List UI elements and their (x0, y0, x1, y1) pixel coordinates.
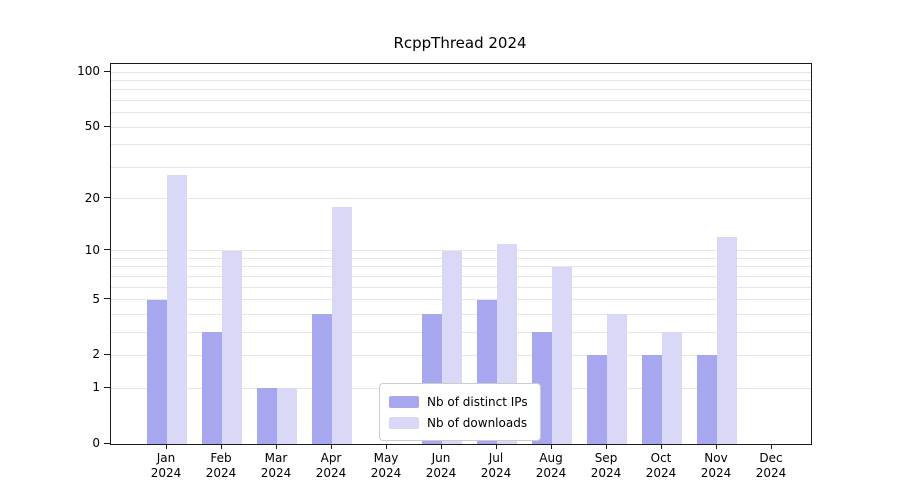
x-tick-label: May 2024 (356, 451, 416, 481)
y-tick-label: 50 (84, 119, 100, 134)
x-tick-month: May (373, 451, 399, 465)
x-tick-year: 2024 (205, 466, 237, 480)
y-tick-label: 10 (84, 242, 100, 257)
x-tick-year: 2024 (315, 466, 347, 480)
plot-area: Nb of distinct IPs Nb of downloads (110, 63, 812, 445)
y-tick-mark (104, 442, 110, 444)
x-tick-year: 2024 (370, 466, 402, 480)
bar-distinct-ips (202, 332, 222, 444)
y-tick-label: 100 (77, 64, 100, 78)
x-tick-month: Oct (650, 451, 672, 465)
x-tick-year: 2024 (700, 466, 732, 480)
gridline (111, 89, 811, 91)
y-tick-mark (104, 298, 110, 300)
x-tick-mark (771, 444, 772, 449)
bar-downloads (222, 250, 242, 444)
x-tick-mark (221, 444, 222, 449)
x-tick-month: Nov (704, 451, 728, 465)
bar-downloads (332, 206, 352, 444)
gridline (111, 71, 811, 73)
bar-downloads (277, 388, 297, 444)
y-tick-mark (104, 197, 110, 199)
x-tick-mark (441, 444, 442, 449)
bar-downloads (167, 175, 187, 444)
y-tick-mark (104, 386, 110, 388)
legend-item-downloads: Nb of downloads (389, 412, 528, 433)
gridline (111, 126, 811, 128)
legend-label-downloads: Nb of downloads (427, 415, 528, 430)
x-tick-mark (661, 444, 662, 449)
x-tick-label: Feb 2024 (191, 451, 251, 481)
bar-distinct-ips (697, 355, 717, 444)
y-tick-label: 1 (92, 380, 100, 395)
bar-distinct-ips (642, 355, 662, 444)
x-tick-month: Jun (431, 451, 451, 465)
x-tick-month: Sep (594, 451, 618, 465)
bar-distinct-ips (257, 388, 277, 444)
legend-swatch-downloads (389, 416, 419, 429)
y-tick-label: 0 (92, 436, 100, 450)
gridline (111, 144, 811, 146)
x-tick-mark (276, 444, 277, 449)
y-tick-mark (104, 249, 110, 251)
y-tick-mark (104, 125, 110, 127)
bar-distinct-ips (147, 299, 167, 444)
x-tick-mark (551, 444, 552, 449)
x-tick-label: Nov 2024 (686, 451, 746, 481)
y-tick-label: 5 (92, 291, 100, 306)
gridline (111, 79, 811, 81)
gridline (111, 99, 811, 101)
x-tick-label: Dec 2024 (741, 451, 801, 481)
x-tick-mark (331, 444, 332, 449)
x-tick-month: Feb (210, 451, 232, 465)
legend-item-distinct-ips: Nb of distinct IPs (389, 391, 528, 412)
x-tick-label: Aug 2024 (521, 451, 581, 481)
bar-downloads (717, 237, 737, 444)
x-tick-year: 2024 (150, 466, 182, 480)
x-tick-label: Jun 2024 (411, 451, 471, 481)
x-tick-month: Jul (488, 451, 504, 465)
legend-label-distinct-ips: Nb of distinct IPs (427, 394, 528, 409)
x-tick-mark (386, 444, 387, 449)
x-tick-month: Mar (264, 451, 288, 465)
chart-title: RcppThread 2024 (393, 34, 527, 52)
gridline (111, 112, 811, 114)
bar-downloads (607, 314, 627, 444)
gridline (111, 166, 811, 168)
x-tick-year: 2024 (590, 466, 622, 480)
y-tick-mark (104, 70, 110, 72)
x-tick-label: Jul 2024 (466, 451, 526, 481)
x-tick-label: Jan 2024 (136, 451, 196, 481)
x-tick-mark (496, 444, 497, 449)
bar-downloads (552, 266, 572, 444)
x-tick-year: 2024 (260, 466, 292, 480)
y-tick-label: 2 (92, 347, 100, 362)
legend-swatch-distinct-ips (389, 395, 419, 408)
bar-distinct-ips (587, 355, 607, 444)
y-tick-mark (104, 353, 110, 355)
x-tick-mark (716, 444, 717, 449)
x-tick-month: Dec (759, 451, 783, 465)
x-tick-label: Sep 2024 (576, 451, 636, 481)
x-tick-month: Apr (320, 451, 342, 465)
x-tick-label: Apr 2024 (301, 451, 361, 481)
x-tick-mark (606, 444, 607, 449)
x-tick-year: 2024 (425, 466, 457, 480)
y-tick-label: 20 (84, 190, 100, 205)
bar-downloads (662, 332, 682, 444)
x-tick-mark (166, 444, 167, 449)
x-tick-year: 2024 (535, 466, 567, 480)
gridline (111, 198, 811, 200)
x-tick-month: Jan (156, 451, 176, 465)
legend: Nb of distinct IPs Nb of downloads (379, 383, 541, 441)
bar-distinct-ips (312, 314, 332, 444)
x-tick-year: 2024 (645, 466, 677, 480)
x-tick-label: Oct 2024 (631, 451, 691, 481)
x-tick-label: Mar 2024 (246, 451, 306, 481)
x-tick-month: Aug (539, 451, 563, 465)
x-tick-year: 2024 (755, 466, 787, 480)
x-tick-year: 2024 (480, 466, 512, 480)
